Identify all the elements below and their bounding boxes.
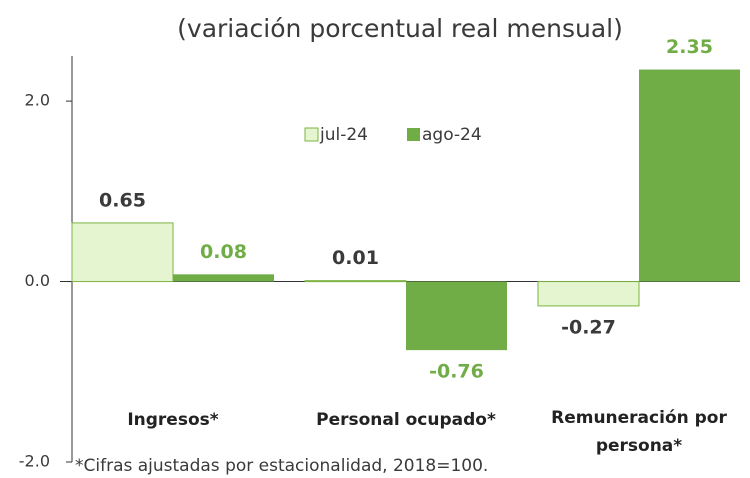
legend-label: ago-24 [422, 125, 482, 145]
data-label: 0.01 [332, 247, 379, 269]
bar [537, 281, 640, 307]
bar [639, 69, 740, 282]
bar [304, 280, 407, 283]
bar [406, 281, 507, 351]
data-label: 2.35 [666, 36, 713, 58]
y-tick-label: 0.0 [25, 271, 50, 290]
y-tick-label: 2.0 [25, 91, 50, 110]
chart-title: (variación porcentual real mensual) [177, 14, 623, 43]
data-label: -0.76 [429, 361, 484, 383]
data-label: 0.08 [200, 241, 247, 263]
data-label: 0.65 [99, 189, 146, 211]
x-tick-label: Remuneración por persona* [551, 408, 727, 456]
y-tick-label: -2.0 [19, 452, 50, 471]
x-tick-label: Personal ocupado* [316, 410, 496, 430]
bar [173, 274, 274, 282]
legend-swatch [304, 127, 319, 142]
footnote: *Cifras ajustadas por estacionalidad, 20… [75, 456, 488, 476]
x-tick-label: Ingresos* [127, 410, 219, 430]
legend-label: jul-24 [319, 125, 368, 145]
bar [71, 222, 174, 283]
legend-swatch [407, 128, 420, 141]
data-label: -0.27 [561, 316, 616, 338]
